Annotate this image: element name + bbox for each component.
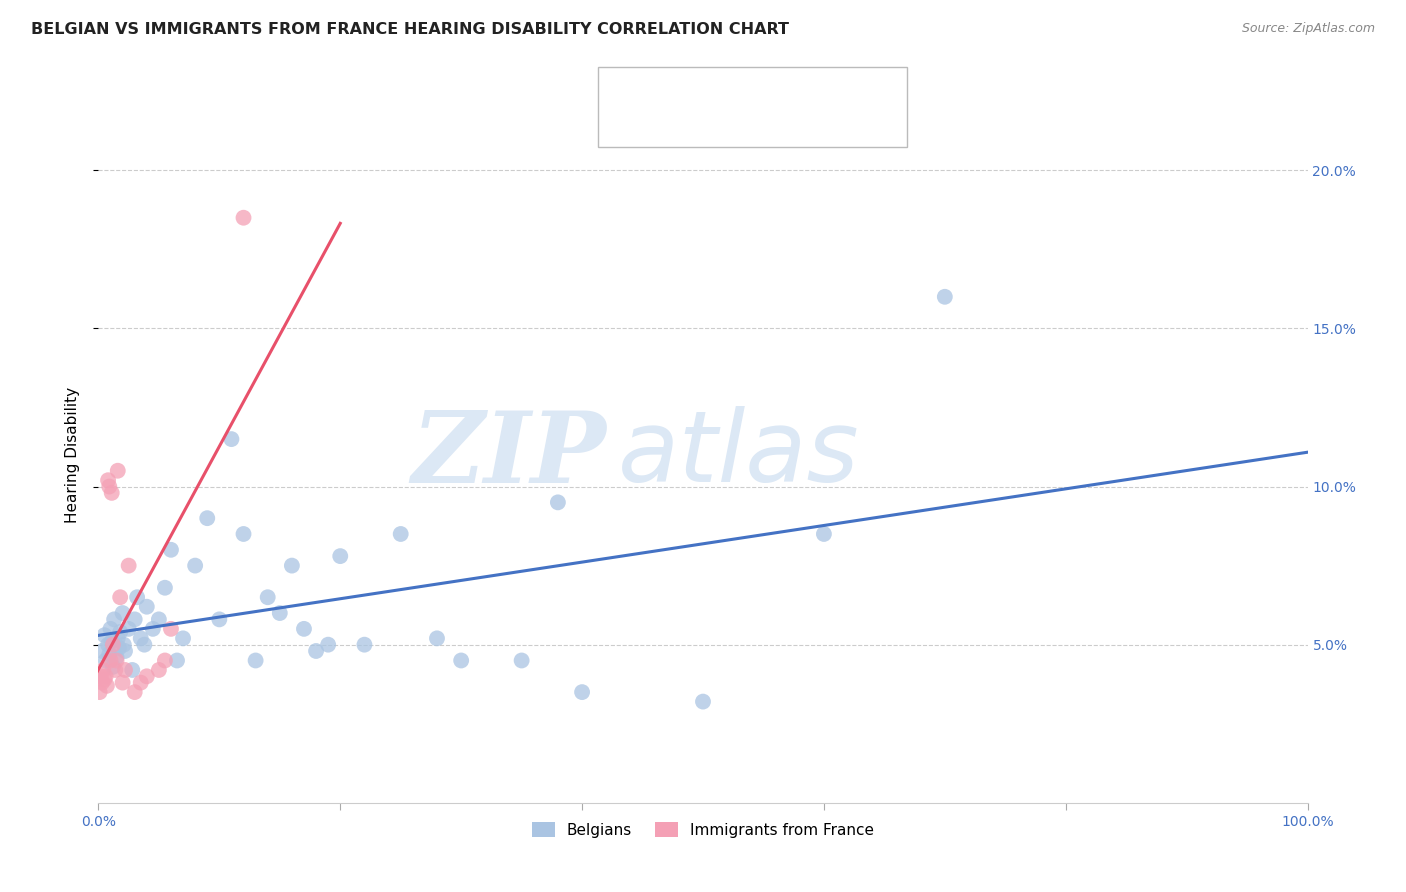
Point xyxy=(450,653,472,667)
Point xyxy=(108,640,131,655)
Point xyxy=(111,675,134,690)
Point xyxy=(166,653,188,667)
Text: BELGIAN VS IMMIGRANTS FROM FRANCE HEARING DISABILITY CORRELATION CHART: BELGIAN VS IMMIGRANTS FROM FRANCE HEARIN… xyxy=(31,22,789,37)
Point xyxy=(100,486,122,500)
Point xyxy=(353,638,375,652)
Point xyxy=(124,685,146,699)
Point xyxy=(114,644,136,658)
Text: N =: N = xyxy=(734,120,768,135)
Point xyxy=(305,644,328,658)
Text: ■: ■ xyxy=(614,83,634,103)
Point xyxy=(329,549,352,563)
Point xyxy=(90,669,112,683)
Point xyxy=(232,211,254,225)
Point xyxy=(245,653,267,667)
Point xyxy=(91,675,114,690)
Point xyxy=(93,628,115,642)
Point xyxy=(103,612,125,626)
Point xyxy=(129,675,152,690)
Point xyxy=(142,622,165,636)
Point xyxy=(160,542,183,557)
Point xyxy=(108,591,131,605)
Point xyxy=(101,660,124,674)
Point xyxy=(98,479,121,493)
Point xyxy=(813,527,835,541)
Point xyxy=(96,679,118,693)
Text: atlas: atlas xyxy=(619,407,860,503)
Text: Source: ZipAtlas.com: Source: ZipAtlas.com xyxy=(1241,22,1375,36)
Point xyxy=(105,653,128,667)
Text: 26: 26 xyxy=(769,120,790,135)
Point xyxy=(107,632,129,646)
Point xyxy=(129,632,152,646)
Point xyxy=(148,612,170,626)
Point xyxy=(127,591,149,605)
Text: N =: N = xyxy=(734,85,768,100)
Point xyxy=(221,432,243,446)
Point xyxy=(934,290,956,304)
Point xyxy=(93,673,115,687)
Text: 0.730: 0.730 xyxy=(683,120,731,135)
Point xyxy=(316,638,339,652)
Point xyxy=(91,663,114,677)
Point xyxy=(97,473,120,487)
Text: 0.518: 0.518 xyxy=(683,85,731,100)
Legend: Belgians, Immigrants from France: Belgians, Immigrants from France xyxy=(526,815,880,844)
Point xyxy=(135,669,157,683)
Point xyxy=(118,622,141,636)
Point xyxy=(426,632,449,646)
Point xyxy=(153,653,176,667)
Point xyxy=(97,638,120,652)
Point xyxy=(172,632,194,646)
Point xyxy=(108,625,131,640)
Point xyxy=(91,644,114,658)
Point xyxy=(256,591,278,605)
Point xyxy=(269,606,291,620)
Point xyxy=(208,612,231,626)
Point xyxy=(232,527,254,541)
Point xyxy=(100,653,122,667)
Point xyxy=(112,638,135,652)
Point xyxy=(104,663,127,677)
Point xyxy=(101,638,124,652)
Point xyxy=(281,558,304,573)
Point xyxy=(100,622,122,636)
Point xyxy=(135,599,157,614)
Point xyxy=(153,581,176,595)
Point xyxy=(389,527,412,541)
Point xyxy=(107,464,129,478)
Point xyxy=(510,653,533,667)
Point xyxy=(124,612,146,626)
Point xyxy=(160,622,183,636)
Point xyxy=(100,634,122,648)
Text: R =: R = xyxy=(643,85,676,100)
Point xyxy=(134,638,156,652)
Text: ZIP: ZIP xyxy=(412,407,606,503)
Point xyxy=(692,695,714,709)
Point xyxy=(98,647,121,661)
Point xyxy=(121,663,143,677)
Point xyxy=(148,663,170,677)
Point xyxy=(105,650,128,665)
Point xyxy=(111,606,134,620)
Point xyxy=(547,495,569,509)
Point xyxy=(94,669,117,683)
Point xyxy=(94,653,117,667)
Text: R =: R = xyxy=(643,120,676,135)
Point xyxy=(118,558,141,573)
Text: 52: 52 xyxy=(769,85,790,100)
Point xyxy=(89,685,111,699)
Text: ■: ■ xyxy=(614,117,634,137)
Point xyxy=(114,663,136,677)
Y-axis label: Hearing Disability: Hearing Disability xyxy=(65,387,80,523)
Point xyxy=(195,511,218,525)
Point xyxy=(292,622,315,636)
Point xyxy=(184,558,207,573)
Point xyxy=(571,685,593,699)
